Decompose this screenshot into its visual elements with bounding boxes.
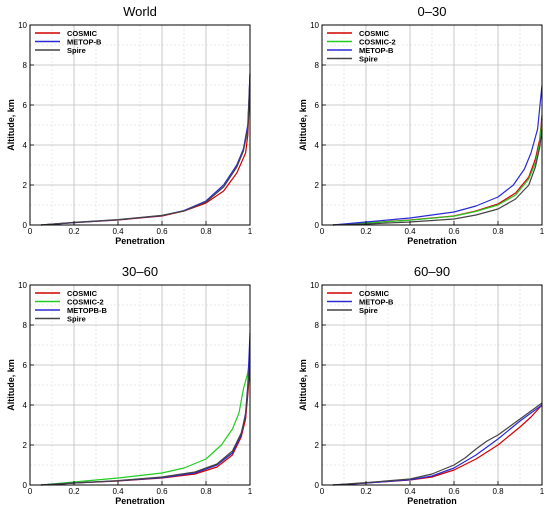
chart-title: 60–90 (414, 264, 450, 279)
x-tick-label: 1 (540, 487, 545, 496)
x-tick-label: 0.2 (68, 227, 80, 236)
series-line-metop-b (40, 72, 251, 226)
x-tick-label: 0.8 (492, 487, 504, 496)
legend-label: COSMIC (67, 29, 98, 38)
x-tick-label: 0.2 (360, 487, 372, 496)
x-tick-label: 0.4 (404, 487, 416, 496)
plot-frame (321, 24, 543, 226)
chart-title: 30–60 (122, 264, 158, 279)
y-axis-label: Altitude, km (6, 359, 16, 411)
y-tick-label: 8 (23, 61, 28, 70)
y-tick-label: 10 (310, 281, 319, 290)
x-tick-label: 1 (248, 487, 253, 496)
x-tick-label: 0 (28, 487, 33, 496)
y-tick-label: 8 (315, 61, 320, 70)
legend-label: Spire (359, 306, 378, 315)
y-tick-label: 4 (23, 401, 28, 410)
y-tick-label: 10 (18, 21, 27, 30)
legend-label: Spire (67, 315, 86, 324)
legend-label: METOP-B (359, 298, 394, 307)
legend-label: Spire (359, 55, 378, 64)
plot-frame (29, 24, 251, 226)
x-axis-label: Penetration (407, 236, 457, 246)
x-tick-label: 0.8 (492, 227, 504, 236)
y-tick-label: 10 (18, 281, 27, 290)
series-line-spire (40, 74, 251, 226)
series-line-spire (40, 360, 251, 486)
x-axis-label: Penetration (115, 496, 165, 506)
plot-frame (29, 284, 251, 486)
y-axis-label: Altitude, km (298, 99, 308, 151)
chart-title: 0–30 (418, 4, 447, 19)
x-tick-label: 0.2 (68, 487, 80, 496)
series-line-cosmic (332, 114, 543, 226)
y-tick-label: 4 (23, 141, 28, 150)
x-tick-label: 0.4 (112, 227, 124, 236)
y-tick-label: 6 (23, 361, 28, 370)
legend-label: COSMIC-2 (359, 38, 396, 47)
y-tick-label: 4 (315, 401, 320, 410)
legend-label: COSMIC (359, 29, 390, 38)
series-line-spire (332, 402, 543, 486)
y-tick-label: 2 (315, 181, 320, 190)
plot-frame (321, 284, 543, 486)
x-tick-label: 1 (540, 227, 545, 236)
series-line-spire (332, 128, 543, 226)
legend-label: METOP-B (359, 46, 394, 55)
y-tick-label: 8 (23, 321, 28, 330)
y-axis-label: Altitude, km (6, 99, 16, 151)
x-tick-label: 0 (320, 487, 325, 496)
chart-panel-1: 0 0.2 0.4 0.6 0.8 102468100–30PenetrationAlti… (298, 4, 545, 246)
x-tick-label: 0.2 (360, 227, 372, 236)
x-axis-label: Penetration (115, 236, 165, 246)
y-tick-label: 6 (23, 101, 28, 110)
y-tick-label: 0 (315, 481, 320, 490)
series-line-cosmic-2 (332, 118, 543, 226)
legend-label: METOPB-B (67, 306, 107, 315)
y-tick-label: 0 (23, 481, 28, 490)
series-line-cosmic-2 (40, 354, 251, 486)
x-tick-label: 0 (320, 227, 325, 236)
x-axis-label: Penetration (407, 496, 457, 506)
x-tick-label: 0.6 (448, 227, 460, 236)
y-tick-label: 0 (23, 221, 28, 230)
x-tick-label: 0.6 (448, 487, 460, 496)
y-tick-label: 2 (23, 441, 28, 450)
x-tick-label: 1 (248, 227, 253, 236)
y-tick-label: 0 (315, 221, 320, 230)
series-line-cosmic (40, 84, 251, 226)
y-tick-label: 2 (315, 441, 320, 450)
y-tick-label: 6 (315, 101, 320, 110)
legend-label: COSMIC (67, 289, 98, 298)
x-tick-label: 0.8 (200, 227, 212, 236)
x-tick-label: 0.6 (156, 487, 168, 496)
y-tick-label: 8 (315, 321, 320, 330)
chart-panel-2: 0 0.2 0.4 0.6 0.8 1024681030–60PenetrationAlt… (6, 264, 253, 506)
y-tick-label: 10 (310, 21, 319, 30)
y-tick-label: 2 (23, 181, 28, 190)
legend-label: COSMIC (359, 289, 390, 298)
y-axis-label: Altitude, km (298, 359, 308, 411)
y-tick-label: 4 (315, 141, 320, 150)
legend-label: Spire (67, 46, 86, 55)
series-line-metop-b (332, 84, 543, 226)
legend-label: METOP-B (67, 38, 102, 47)
y-tick-label: 6 (315, 361, 320, 370)
chart-title: World (123, 4, 157, 19)
x-tick-label: 0 (28, 227, 33, 236)
x-tick-label: 0.6 (156, 227, 168, 236)
legend-label: COSMIC-2 (67, 298, 104, 307)
chart-panel-3: 0 0.2 0.4 0.6 0.8 1024681060–90PenetrationAlt… (298, 264, 545, 506)
chart-panel-0: 0 0.2 0.4 0.6 0.8 10246810WorldPenetrationAlt… (6, 4, 253, 246)
x-tick-label: 0.8 (200, 487, 212, 496)
x-tick-label: 0.4 (112, 487, 124, 496)
x-tick-label: 0.4 (404, 227, 416, 236)
